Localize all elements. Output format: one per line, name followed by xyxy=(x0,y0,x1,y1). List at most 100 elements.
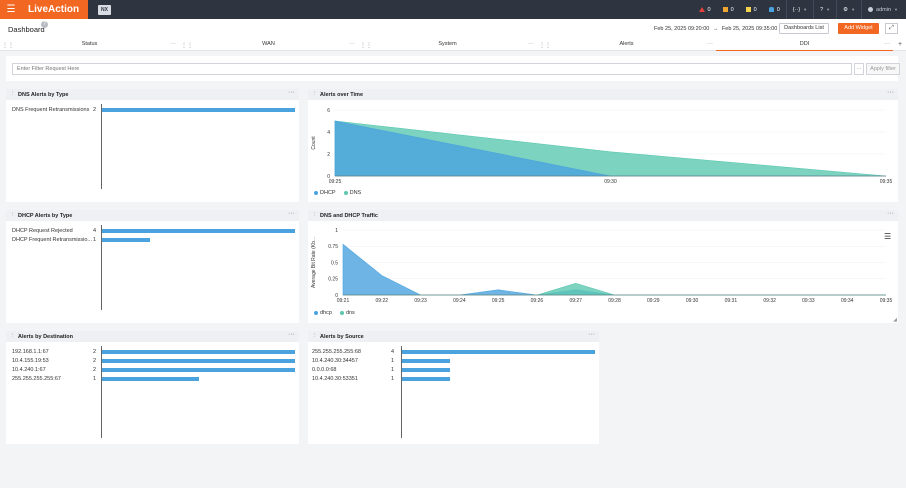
widget-title: DHCP Alerts by Type xyxy=(18,212,73,219)
x-tick-label: 09:21 xyxy=(337,298,350,304)
tab-ddi[interactable]: DDI ··· xyxy=(716,39,893,51)
alerts-over-time-chart[interactable]: 6 4 2 009:25 09:30 09:35 Count xyxy=(308,100,898,190)
more-icon[interactable]: ··· xyxy=(887,89,894,96)
widget-header[interactable]: ⋮⋮ Alerts by Source ··· xyxy=(308,331,599,342)
widget-header[interactable]: ⋮⋮ Alerts by Destination ··· xyxy=(6,331,299,342)
user-menu[interactable]: admin ▼ xyxy=(862,0,906,19)
brand-logo[interactable]: LiveAction xyxy=(22,0,88,19)
legend-item-dhcp[interactable]: DHCP xyxy=(314,190,336,196)
more-icon[interactable]: ··· xyxy=(288,89,295,96)
widget-header[interactable]: ⋮⋮ DNS Alerts by Type ··· xyxy=(6,89,299,100)
bar-label: 10.4.155.19:53 xyxy=(12,358,49,364)
x-tick-label: 09:35 xyxy=(880,298,893,304)
bar[interactable] xyxy=(102,229,295,233)
bar[interactable] xyxy=(102,377,199,381)
menu-icon[interactable]: ☰ xyxy=(0,0,22,19)
bar[interactable] xyxy=(402,377,451,381)
drag-handle-icon[interactable]: ⋮⋮ xyxy=(10,212,21,218)
widget-alerts-by-source: ⋮⋮ Alerts by Source ··· 255.255.255.255:68… xyxy=(308,331,599,444)
bar[interactable] xyxy=(402,350,595,354)
more-icon[interactable]: ··· xyxy=(528,41,534,47)
dashboard-tabs: ⋮⋮ Status ··· ⋮⋮ WAN ··· ⋮⋮ System ··· ⋮⋮ Alert… xyxy=(0,39,906,51)
help-icon[interactable]: ? xyxy=(41,21,48,28)
more-icon[interactable]: ··· xyxy=(349,41,355,47)
widget-header[interactable]: ⋮⋮ DHCP Alerts by Type ··· xyxy=(6,210,299,221)
legend-item-dns[interactable]: dns xyxy=(339,310,355,316)
notifications-indicator[interactable]: 0 xyxy=(763,0,786,19)
bar-label: 255.255.255.255:67 xyxy=(12,376,61,382)
help-menu[interactable]: ? ▼ xyxy=(814,0,836,19)
more-icon[interactable]: ··· xyxy=(707,41,713,47)
y-axis-label: Count xyxy=(311,136,317,150)
bar-label: 10.4.240.30:53351 xyxy=(312,376,358,382)
drag-handle-icon[interactable]: ⋮⋮ xyxy=(312,333,323,339)
bar[interactable] xyxy=(102,350,295,354)
page-title: Dashboard xyxy=(8,25,45,34)
bar-label: 10.4.240.1:67 xyxy=(12,367,46,373)
drag-handle-icon[interactable]: ⋮⋮ xyxy=(10,91,21,97)
chart-menu-icon[interactable]: ☰ xyxy=(884,232,892,241)
more-icon[interactable]: ··· xyxy=(884,41,890,47)
x-tick-label: 09:33 xyxy=(802,298,815,304)
fullscreen-icon[interactable]: ⤢ xyxy=(885,23,898,34)
drag-handle-icon[interactable]: ⋮⋮ xyxy=(360,43,372,49)
filter-input[interactable] xyxy=(12,63,852,75)
major-alerts-indicator[interactable]: 0 xyxy=(717,0,740,19)
drag-handle-icon[interactable]: ⋮⋮ xyxy=(539,43,551,49)
add-tab-icon[interactable]: + xyxy=(897,41,903,48)
widget-header[interactable]: ⋮⋮ DNS and DHCP Traffic ··· xyxy=(308,210,898,221)
drag-handle-icon[interactable]: ⋮⋮ xyxy=(10,333,21,339)
more-icon[interactable]: ··· xyxy=(887,210,894,217)
drag-handle-icon[interactable]: ⋮⋮ xyxy=(312,91,323,97)
bar-value: 1 xyxy=(92,376,96,382)
bar-label: 10.4.240.30:34457 xyxy=(312,358,358,364)
y-tick-label: 2 xyxy=(327,152,330,158)
filter-options-button[interactable]: ··· xyxy=(854,63,864,75)
bar[interactable] xyxy=(102,238,151,242)
dns-dhcp-traffic-chart[interactable]: 1 0.75 0.5 0.25 009:21 09:22 09:23 09:24 09:25 09… xyxy=(308,221,898,311)
time-range-picker[interactable]: Feb 25, 2025 09:20:00 → Feb 25, 2025 09:… xyxy=(654,26,778,32)
chevron-down-icon: ▼ xyxy=(894,7,898,12)
bar-label: DNS Frequent Retransmissions xyxy=(12,107,90,113)
resize-handle-icon[interactable]: ◢ xyxy=(893,317,897,323)
bar[interactable] xyxy=(402,359,451,363)
legend-item-dns[interactable]: DNS xyxy=(343,190,361,196)
more-icon[interactable]: ··· xyxy=(288,210,295,217)
area-series-dns[interactable] xyxy=(343,282,886,296)
bar[interactable] xyxy=(102,359,295,363)
chevron-down-icon: ▼ xyxy=(851,7,856,12)
bar-label: 0.0.0.0:68 xyxy=(312,367,337,373)
add-widget-button[interactable]: Add Widget xyxy=(838,23,879,34)
critical-alerts-indicator[interactable]: 0 xyxy=(693,0,717,19)
x-tick-label: 09:22 xyxy=(376,298,389,304)
tab-status[interactable]: ⋮⋮ Status ··· xyxy=(0,39,179,51)
api-menu[interactable]: {··} ▼ xyxy=(787,0,813,19)
dashboards-list-button[interactable]: Dashboards List xyxy=(779,23,829,34)
drag-handle-icon[interactable]: ⋮⋮ xyxy=(181,43,193,49)
tab-system[interactable]: ⋮⋮ System ··· xyxy=(358,39,537,51)
chevron-down-icon: ▼ xyxy=(826,7,831,12)
area-series-dhcp[interactable] xyxy=(342,243,886,296)
x-tick-label: 09:23 xyxy=(414,298,427,304)
bar[interactable] xyxy=(102,368,295,372)
widget-header[interactable]: ⋮⋮ Alerts over Time ··· xyxy=(308,89,898,100)
drag-handle-icon[interactable]: ⋮⋮ xyxy=(2,43,14,49)
drag-handle-icon[interactable]: ⋮⋮ xyxy=(312,212,323,218)
more-icon[interactable]: ··· xyxy=(170,41,176,47)
apply-filter-button[interactable]: Apply filter xyxy=(866,63,900,75)
settings-menu[interactable]: ⚙ ▼ xyxy=(837,0,861,19)
x-tick-label: 09:30 xyxy=(604,179,617,185)
more-icon[interactable]: ··· xyxy=(588,331,595,338)
widget-dhcp-alerts-by-type: ⋮⋮ DHCP Alerts by Type ··· DHCP Request Re… xyxy=(6,210,299,323)
minor-alerts-indicator[interactable]: 0 xyxy=(740,0,763,19)
more-icon[interactable]: ··· xyxy=(288,331,295,338)
widget-dns-alerts-by-type: ⋮⋮ DNS Alerts by Type ··· DNS Frequent Ret… xyxy=(6,89,299,202)
bar[interactable] xyxy=(102,108,295,112)
legend-item-dhcp[interactable]: dhcp xyxy=(314,310,332,316)
tab-alerts[interactable]: ⋮⋮ Alerts ··· xyxy=(537,39,716,51)
tab-wan[interactable]: ⋮⋮ WAN ··· xyxy=(179,39,358,51)
bar[interactable] xyxy=(402,368,451,372)
triangle-alert-icon xyxy=(698,7,705,12)
y-tick-label: 0 xyxy=(335,293,338,299)
x-tick-label: 09:24 xyxy=(453,298,466,304)
